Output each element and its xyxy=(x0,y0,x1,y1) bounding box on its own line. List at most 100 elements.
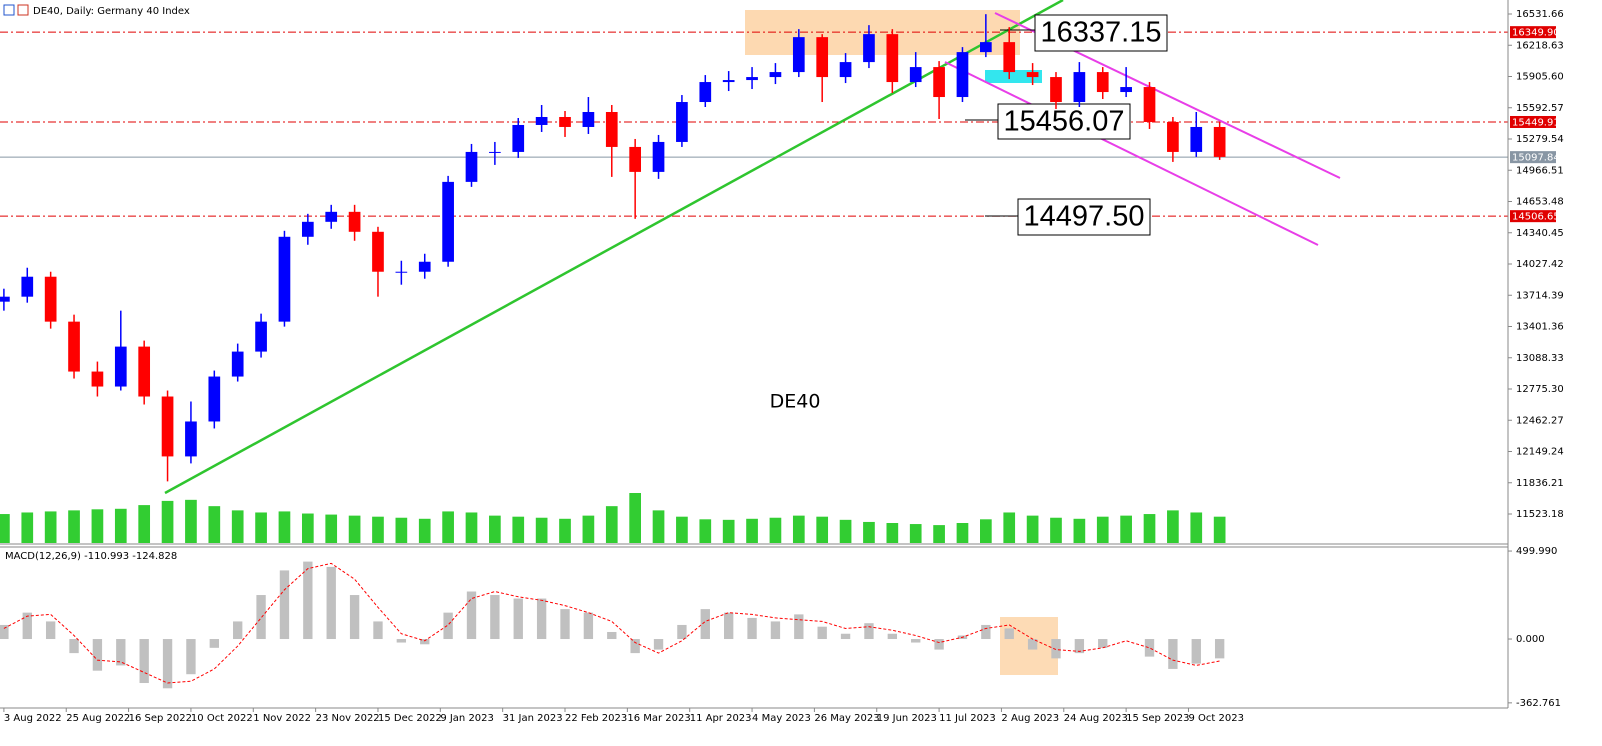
candle-body xyxy=(301,221,314,237)
macd-bar xyxy=(770,621,781,640)
candle-body xyxy=(1167,121,1179,152)
icon[interactable] xyxy=(3,4,15,16)
macd-bar xyxy=(723,612,734,640)
candle-body xyxy=(231,351,244,377)
volume-bar xyxy=(465,512,478,543)
x-tick-label: 9 Oct 2023 xyxy=(1188,713,1243,724)
macd-bar xyxy=(1098,639,1108,648)
candle-body xyxy=(956,52,969,98)
macd-bar xyxy=(256,595,266,640)
candle-body xyxy=(489,151,501,153)
candle-body xyxy=(629,146,641,172)
volume-bar xyxy=(839,519,852,543)
volume-bar xyxy=(489,515,501,543)
volume-bar xyxy=(535,517,548,543)
macd-bar xyxy=(817,626,827,640)
macd-bar xyxy=(607,631,617,640)
x-tick-label: 1 Nov 2022 xyxy=(253,713,311,724)
x-tick-label: 9 Jan 2023 xyxy=(440,713,494,724)
macd-bar xyxy=(1004,628,1014,640)
price-level-label: 15449.91 xyxy=(1512,117,1560,128)
candle-body xyxy=(1096,72,1109,93)
y-tick-label: 15592.57 xyxy=(1516,103,1564,114)
x-tick-label: 23 Nov 2022 xyxy=(316,713,380,724)
volume-bar xyxy=(886,523,899,543)
x-tick-label: 26 May 2023 xyxy=(814,713,879,724)
price-level-tag xyxy=(1510,210,1556,223)
candle-body xyxy=(44,276,57,322)
macd-bar xyxy=(373,621,383,640)
annotation-box xyxy=(997,103,1131,140)
volume-bar xyxy=(442,511,454,543)
price-level-label: 14506.65 xyxy=(1512,212,1560,223)
candle-body xyxy=(21,276,34,297)
macd-bar xyxy=(1074,639,1085,654)
candle-body xyxy=(722,80,735,83)
macd-bar xyxy=(279,570,290,640)
annotation: 15456.07 xyxy=(1004,106,1125,138)
x-tick-label: 2 Aug 2023 xyxy=(1001,713,1059,724)
candle-body xyxy=(605,112,618,147)
annotation-box xyxy=(1034,14,1168,52)
x-tick-label: 11 Jul 2023 xyxy=(939,713,996,724)
candle-body xyxy=(442,181,454,262)
macd-bar xyxy=(233,621,243,640)
macd-bar xyxy=(583,612,594,640)
y-tick-label: 16531.66 xyxy=(1516,9,1564,20)
volume-bar xyxy=(933,525,945,543)
macd-bar xyxy=(677,624,687,640)
candle-body xyxy=(1073,72,1086,103)
macd-bar xyxy=(349,595,360,640)
volume-bar xyxy=(138,505,151,543)
candle-body xyxy=(1143,87,1156,122)
macd-bar xyxy=(536,598,547,640)
macd-bar xyxy=(840,633,851,640)
y-tick-label: 14340.45 xyxy=(1516,228,1564,239)
macd-bar xyxy=(1027,639,1038,650)
y-tick-label: 12149.24 xyxy=(1516,447,1564,458)
price-level-tag xyxy=(1510,26,1556,39)
volume-bar xyxy=(21,512,34,543)
macd-bar xyxy=(700,609,710,640)
macd-bar xyxy=(45,621,56,640)
candle-body xyxy=(114,346,127,387)
volume-bar xyxy=(44,511,57,543)
x-tick-label: 3 Aug 2022 xyxy=(4,713,62,724)
volume-bar xyxy=(559,518,571,543)
y-tick-label: 11523.18 xyxy=(1516,509,1564,520)
candle-body xyxy=(582,112,595,127)
candle-body xyxy=(278,236,291,322)
y-tick-label: 15905.60 xyxy=(1516,72,1564,83)
chart-title: DE40, Daily: Germany 40 Index xyxy=(33,6,190,17)
y-tick-label: 499.990 xyxy=(1516,546,1557,557)
indicator-label: MACD(12,26,9) -110.993 -124.828 xyxy=(5,551,177,562)
candle-body xyxy=(161,396,174,457)
candle-body xyxy=(559,116,571,127)
y-tick-label: 16218.63 xyxy=(1516,40,1564,51)
icon[interactable] xyxy=(17,4,29,16)
x-tick-label: 4 May 2023 xyxy=(752,713,811,724)
y-tick-label: 0.000 xyxy=(1516,634,1545,645)
y-tick-label: 15279.54 xyxy=(1516,134,1564,145)
volume-bar xyxy=(372,516,384,543)
candle-body xyxy=(325,211,338,222)
macd-bar xyxy=(22,612,32,640)
y-tick-label: 12775.30 xyxy=(1516,384,1564,395)
candle-body xyxy=(1026,72,1039,78)
y-tick-label: 14027.42 xyxy=(1516,259,1564,270)
candle-body xyxy=(1213,126,1226,157)
candle-body xyxy=(909,67,922,83)
signal-line xyxy=(3,562,1220,684)
volume-bar xyxy=(792,515,805,543)
volume-bar xyxy=(1096,516,1109,543)
volume-bar xyxy=(161,500,174,543)
macd-bar xyxy=(630,639,640,654)
candle-body xyxy=(512,124,525,152)
y-tick-label: 12462.27 xyxy=(1516,415,1564,426)
macd-bar xyxy=(303,561,313,640)
volume-bar xyxy=(1026,515,1039,543)
candle-body xyxy=(652,141,665,172)
macd-bar xyxy=(326,566,336,640)
candle-body xyxy=(418,261,431,272)
volume-bar xyxy=(699,519,712,543)
